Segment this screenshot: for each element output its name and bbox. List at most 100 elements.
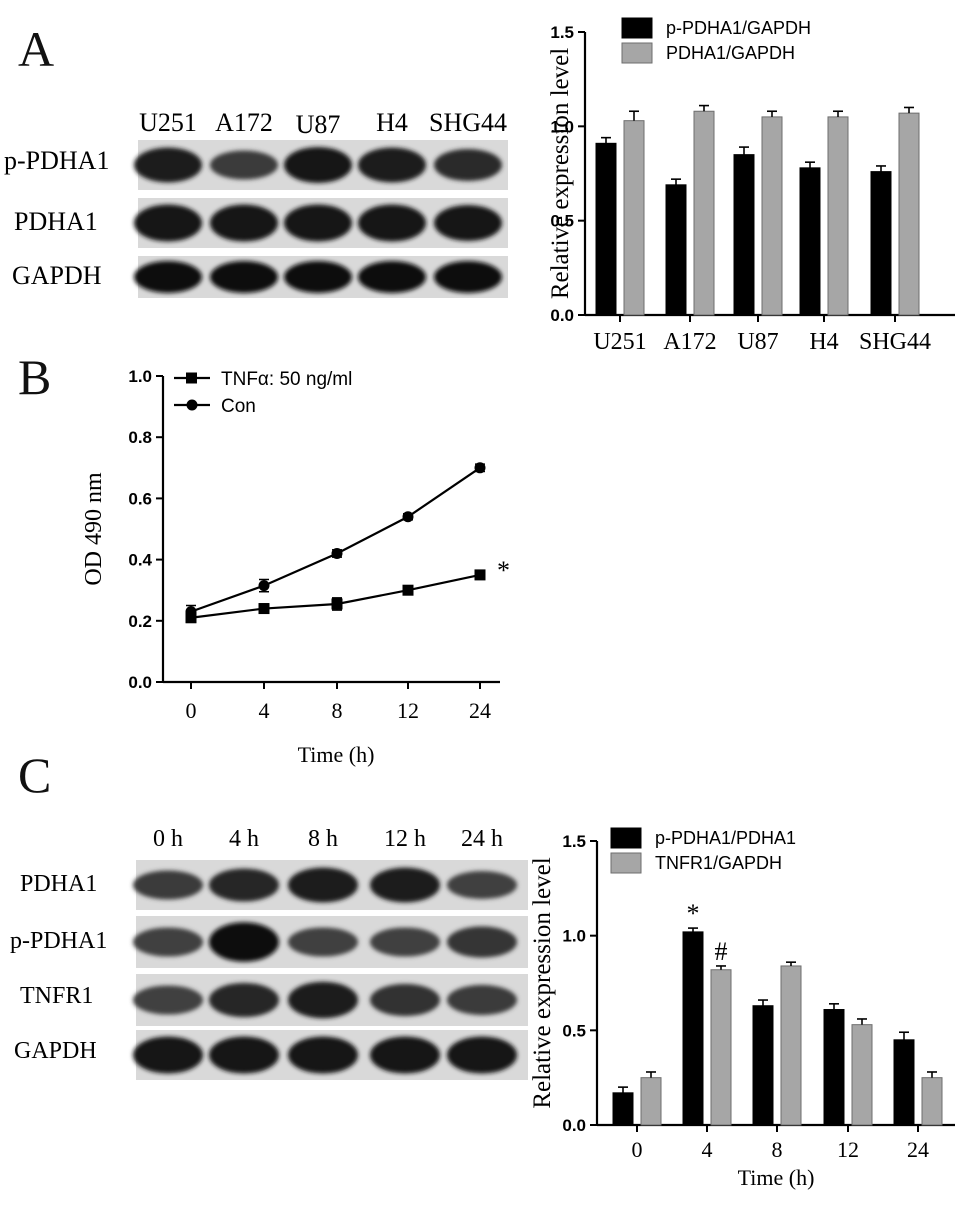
bar xyxy=(640,1077,662,1126)
blot-band xyxy=(284,261,352,293)
data-point xyxy=(331,598,343,610)
bar xyxy=(870,171,892,316)
data-point xyxy=(402,511,414,523)
bar xyxy=(693,110,715,316)
blot-band xyxy=(209,922,279,962)
blot-band xyxy=(133,870,203,900)
panel-a: A U251 A172 U87 H4 SHG44 p-PDHA1 PDHA1 G… xyxy=(4,17,955,355)
blot-c-lane-label: 8 h xyxy=(308,826,338,852)
blot-a-row-label: GAPDH xyxy=(12,261,102,290)
bar xyxy=(623,120,645,316)
blot-band xyxy=(210,261,278,293)
blot-band xyxy=(370,983,440,1017)
chart-b-line: 0.0 0.2 0.4 0.6 0.8 1.0 OD 490 nm 0 4 8 12 24 Time (… xyxy=(81,367,510,767)
panel-c-letter: C xyxy=(18,747,51,803)
significance-mark: * xyxy=(497,556,510,585)
chart-a-bar: 0.0 0.5 1.0 1.5 Relative expression level U25… xyxy=(547,17,955,355)
y-tick-label: 0.6 xyxy=(128,489,152,508)
bar xyxy=(595,142,617,316)
blot-band xyxy=(288,867,358,903)
x-tick-label: 24 xyxy=(907,1137,929,1162)
bar xyxy=(710,969,732,1126)
legend-label: p-PDHA1/GAPDH xyxy=(666,18,811,38)
x-tick-label: 8 xyxy=(332,698,343,723)
y-axis-label: Relative expression level xyxy=(547,48,574,299)
y-tick-label: 0.8 xyxy=(128,428,152,447)
bar xyxy=(682,931,704,1126)
y-tick-label: 1.5 xyxy=(550,23,574,42)
blot-strip xyxy=(133,860,528,910)
blot-band xyxy=(209,982,279,1018)
blot-c-lane-labels: 0 h 4 h 8 h 12 h 24 h xyxy=(153,826,503,852)
blot-band xyxy=(358,261,426,293)
panel-b: B 0.0 0.2 0.4 0.6 0.8 1.0 OD 490 nm 0 4 8 12 24 Time… xyxy=(18,349,510,767)
legend-swatch xyxy=(621,42,653,64)
blot-a-lane-label: U87 xyxy=(296,110,341,139)
blot-band xyxy=(134,204,202,242)
blot-band xyxy=(133,1036,203,1074)
x-tick-label: 12 xyxy=(837,1137,859,1162)
bar xyxy=(761,116,783,316)
x-tick-label: 4 xyxy=(702,1137,713,1162)
legend-swatch xyxy=(610,852,642,874)
y-tick-label: 0.5 xyxy=(562,1021,586,1040)
data-point xyxy=(185,606,197,618)
blot-strip xyxy=(133,916,528,968)
blot-band xyxy=(209,1036,279,1074)
panel-c-western-blot: 0 h 4 h 8 h 12 h 24 h PDHA1 p-PDHA1 TNFR… xyxy=(10,826,528,1080)
bar xyxy=(752,1005,774,1126)
data-point xyxy=(474,462,486,474)
blot-strip xyxy=(134,256,508,298)
blot-a-lane-labels: U251 A172 U87 H4 SHG44 xyxy=(139,108,507,139)
blot-band xyxy=(210,150,278,180)
panel-a-western-blot: U251 A172 U87 H4 SHG44 p-PDHA1 PDHA1 GAP… xyxy=(4,108,508,298)
blot-c-lane-label: 24 h xyxy=(461,826,503,852)
blot-band xyxy=(288,981,358,1019)
blot-strip xyxy=(133,1030,528,1080)
significance-mark: * xyxy=(687,899,700,928)
y-tick-label: 1.5 xyxy=(562,832,586,851)
y-axis-label: Relative expression level xyxy=(529,857,556,1108)
blot-strip xyxy=(134,140,508,190)
blot-band xyxy=(358,147,426,183)
bar xyxy=(921,1077,943,1126)
blot-a-row-labels: p-PDHA1 PDHA1 GAPDH xyxy=(4,146,109,290)
x-tick-label: 12 xyxy=(397,698,419,723)
blot-c-row-label: PDHA1 xyxy=(20,871,97,897)
panel-c: C 0 h 4 h 8 h 12 h 24 h PDHA1 p-PDHA1 TN… xyxy=(10,747,955,1190)
significance-mark: # xyxy=(715,937,728,966)
x-tick-label: 24 xyxy=(469,698,491,723)
bar xyxy=(665,184,687,316)
blot-c-membranes xyxy=(133,860,528,1080)
bar xyxy=(823,1009,845,1126)
blot-band xyxy=(288,1036,358,1074)
panel-b-letter: B xyxy=(18,349,51,405)
y-tick-label: 0.0 xyxy=(562,1116,586,1135)
blot-band xyxy=(134,147,202,183)
blot-c-row-labels: PDHA1 p-PDHA1 TNFR1 GAPDH xyxy=(10,871,107,1064)
y-tick-label: 0.0 xyxy=(550,306,574,325)
x-tick-label: 0 xyxy=(632,1137,643,1162)
blot-band xyxy=(284,147,352,183)
blot-band xyxy=(447,926,517,958)
x-tick-label: U87 xyxy=(737,329,778,355)
x-tick-label: H4 xyxy=(809,329,838,355)
data-point xyxy=(258,603,270,615)
y-tick-label: 1.0 xyxy=(550,117,574,136)
bar xyxy=(612,1092,634,1126)
blot-c-lane-label: 4 h xyxy=(229,826,259,852)
data-point xyxy=(331,547,343,559)
blot-a-lane-label: U251 xyxy=(139,108,197,137)
bar xyxy=(733,154,755,316)
legend-label: PDHA1/GAPDH xyxy=(666,43,795,63)
legend-label: TNFα: 50 ng/ml xyxy=(221,369,352,390)
bar xyxy=(827,116,849,316)
blot-band xyxy=(288,927,358,957)
chart-c-bar: 0.0 0.5 1.0 1.5 Relative expression level 0 4 *… xyxy=(529,827,955,1190)
legend-marker xyxy=(186,399,198,411)
data-point xyxy=(402,584,414,596)
blot-band xyxy=(434,149,502,181)
blot-a-row-label: PDHA1 xyxy=(14,207,98,236)
y-tick-label: 0.5 xyxy=(550,212,574,231)
legend-label: p-PDHA1/PDHA1 xyxy=(655,828,796,848)
